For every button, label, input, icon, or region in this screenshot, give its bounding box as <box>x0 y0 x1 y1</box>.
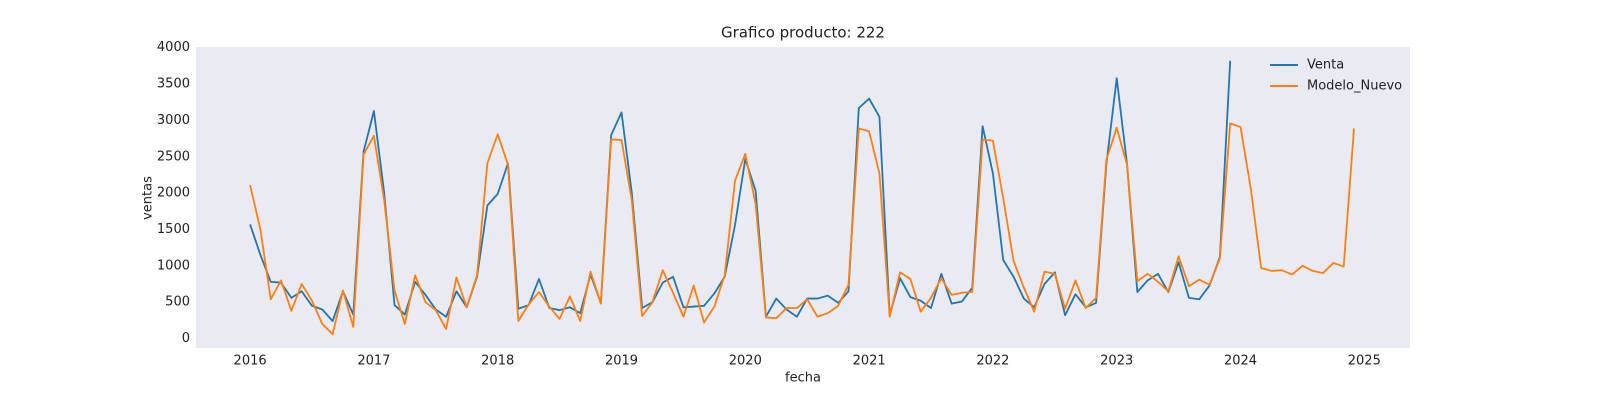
x-tick-label: 2022 <box>976 354 1009 369</box>
x-tick-label: 2024 <box>1224 354 1257 369</box>
x-tick-label: 2018 <box>481 354 514 369</box>
legend-label: Venta <box>1307 58 1344 73</box>
y-tick-label: 1500 <box>157 222 190 237</box>
plot-background <box>196 47 1410 348</box>
y-tick-label: 4000 <box>157 40 190 55</box>
x-tick-label: 2016 <box>234 354 267 369</box>
y-tick-label: 2000 <box>157 186 190 201</box>
series-line <box>249 122 1355 336</box>
y-tick-label: 1000 <box>157 258 190 273</box>
chart-title: Grafico producto: 222 <box>721 24 885 42</box>
y-tick-label: 500 <box>165 295 190 310</box>
x-tick-label: 2025 <box>1348 354 1381 369</box>
x-tick-label: 2017 <box>357 354 390 369</box>
x-tick-label: 2020 <box>729 354 762 369</box>
y-tick-label: 2500 <box>157 149 190 164</box>
y-axis-label: ventas <box>141 176 156 220</box>
y-tick-label: 0 <box>182 331 190 346</box>
x-tick-label: 2019 <box>605 354 638 369</box>
legend-label: Modelo_Nuevo <box>1307 79 1402 94</box>
y-tick-label: 3500 <box>157 77 190 92</box>
x-tick-label: 2021 <box>853 354 886 369</box>
x-tick-label: 2023 <box>1100 354 1133 369</box>
x-axis-label: fecha <box>785 371 821 386</box>
y-tick-label: 3000 <box>157 113 190 128</box>
